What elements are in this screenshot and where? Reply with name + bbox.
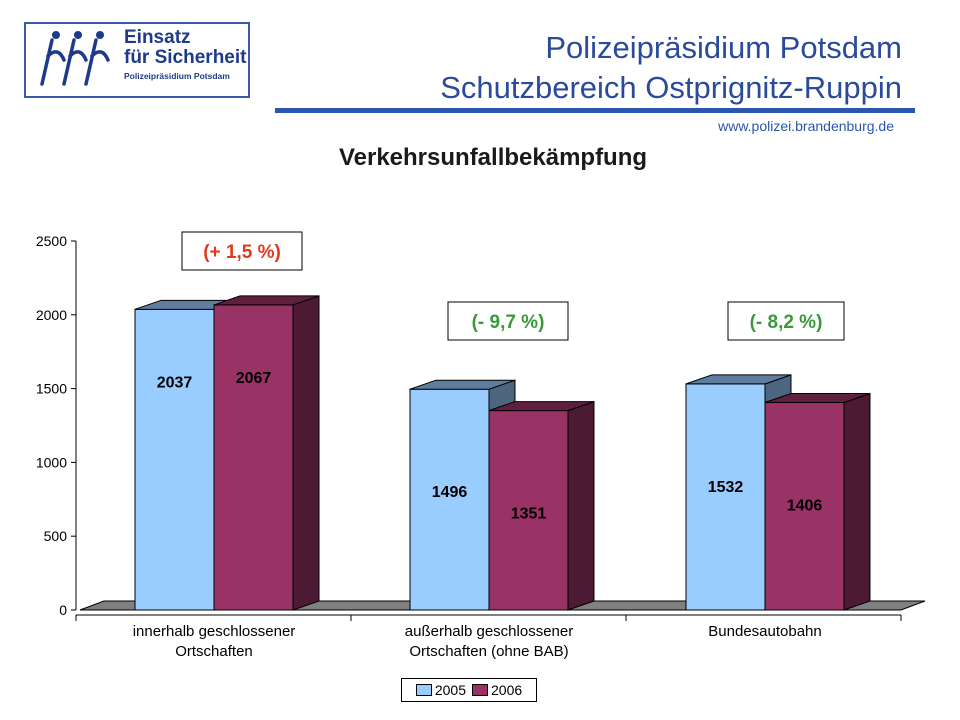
y-tick-label: 0 [59,602,67,618]
bar-top-2005 [685,374,792,385]
header-title-line2: Schutzbereich Ostprignitz-Ruppin [440,70,902,105]
annotation-label: (- 9,7 %) [472,312,545,333]
bar-top-2006 [764,392,871,403]
data-label: 1532 [708,479,744,496]
data-label: 2067 [236,370,272,387]
header-title: Polizeipräsidium Potsdam Schutzbereich O… [440,28,902,108]
x-category-label: außerhalb geschlossener [405,623,573,640]
police-figures-logo-icon [40,31,110,86]
y-tick-label: 1000 [36,454,67,470]
bar-side-2006 [843,392,871,611]
logo-line1: Einsatz [124,27,191,48]
header-url: www.polizei.brandenburg.de [718,118,894,134]
data-label: 1351 [511,506,547,523]
data-label: 2037 [157,374,193,391]
header-divider [275,108,915,113]
bar-2006 [764,401,845,611]
bar-top-2005 [409,379,516,390]
bar-2005 [409,388,490,611]
annotation-label: (- 8,2 %) [750,312,823,333]
data-label: 1406 [787,497,823,514]
bar-2005 [685,383,766,611]
bar-side-2006 [567,400,595,611]
chart-title: Verkehrsunfallbekämpfung [338,144,648,171]
legend-item-2005: 2005 [415,682,466,698]
bar-top-2006 [213,295,320,306]
legend-label-2006: 2006 [491,682,523,698]
bar-2006 [488,410,569,611]
x-category-label: innerhalb geschlossener [133,623,296,640]
legend-item-2006: 2006 [472,682,522,698]
data-label: 1496 [432,484,468,501]
legend-label-2005: 2005 [434,682,466,698]
bar-2006 [213,304,294,611]
logo-line2: für Sicherheit [124,46,247,68]
y-tick-label: 1500 [36,381,67,397]
annotation-box [727,301,845,341]
x-category-label: Ortschaften (ohne BAB) [409,643,568,660]
x-category-label: Bundesautobahn [708,623,821,640]
bar-top-2006 [488,401,595,412]
annotation-label: (+ 1,5 %) [203,242,281,263]
legend-swatch-2005 [415,684,432,696]
bar-side-2006 [292,295,320,611]
chart-legend: 2005 2006 [401,678,537,702]
logo: Einsatz für Sicherheit Polizeipräsidium … [24,22,250,98]
bar-2005 [134,308,215,611]
header-title-line1: Polizeipräsidium Potsdam [545,30,902,65]
annotation-box [181,231,303,271]
x-category-label: Ortschaften [175,643,253,660]
legend-swatch-2006 [472,684,488,696]
y-tick-label: 500 [44,528,68,544]
annotation-box [447,301,569,341]
logo-line3: Polizeipräsidium Potsdam [124,70,230,81]
y-tick-label: 2000 [36,307,67,323]
y-tick-label: 2500 [36,233,67,249]
